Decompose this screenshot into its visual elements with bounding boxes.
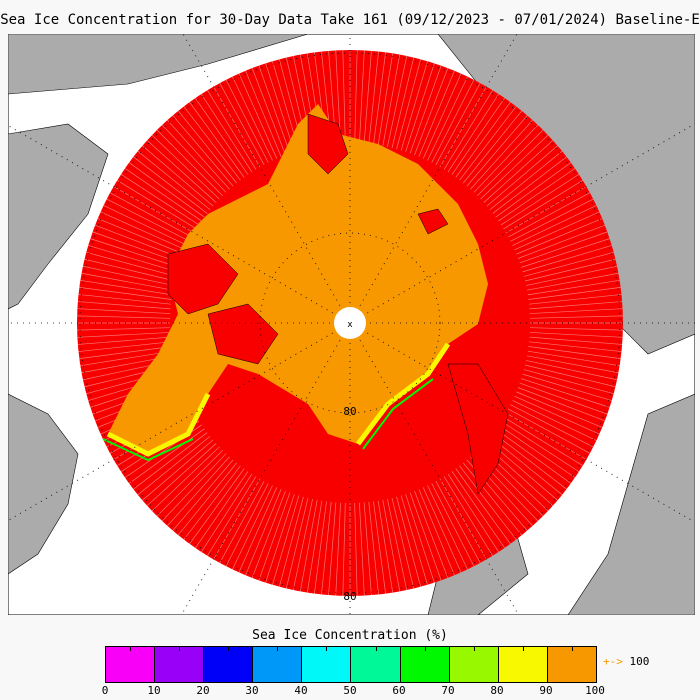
legend-title: Sea Ice Concentration (%) [252, 628, 448, 643]
arctic-islands [167, 113, 509, 495]
map-title: Sea Ice Concentration for 30-Day Data Ta… [0, 12, 700, 28]
meridian-line [359, 340, 519, 615]
over-range-label: +-> 100 [603, 655, 649, 668]
meridian-line [8, 125, 333, 314]
legend-tick-label: 90 [539, 684, 553, 697]
legend-swatch [203, 647, 253, 682]
legend-swatch [106, 647, 155, 682]
polar-map: x 80 80 [8, 34, 695, 615]
legend-swatch [399, 647, 449, 682]
legend-swatch [301, 647, 351, 682]
over-value: 100 [629, 655, 650, 668]
legend-tick-label: 40 [294, 684, 308, 697]
legend-swatch [448, 647, 498, 682]
pole-marker: x [347, 320, 353, 330]
graticule [8, 34, 695, 615]
legend-swatch [350, 647, 400, 682]
legend-swatch [497, 647, 547, 682]
legend-tick-label: 20 [196, 684, 210, 697]
over-arrow: +-> [603, 655, 623, 668]
legend-tick-label: 100 [585, 684, 605, 697]
legend-swatch [546, 647, 596, 682]
meridian-line [359, 34, 518, 306]
legend-swatch [252, 647, 302, 682]
legend-tick-label: 80 [490, 684, 504, 697]
meridian-line [8, 332, 333, 521]
marginal-ice-zone [106, 342, 451, 457]
legend-tick-label: 50 [343, 684, 357, 697]
pack-ice-region [108, 104, 488, 454]
latitude-label: 80 [343, 405, 356, 418]
legend-tick-label: 70 [441, 684, 455, 697]
meridian-line [181, 340, 341, 615]
color-bar [105, 646, 597, 683]
latitude-label: 80 [343, 590, 356, 603]
legend-swatch [154, 647, 204, 682]
meridian-line [182, 34, 341, 306]
legend-tick-label: 60 [392, 684, 406, 697]
marginal-ice-edge [102, 378, 434, 462]
legend-tick-label: 0 [101, 684, 109, 697]
legend-tick-label: 10 [147, 684, 161, 697]
legend-tick-label: 30 [245, 684, 259, 697]
pole-hole [334, 307, 366, 339]
